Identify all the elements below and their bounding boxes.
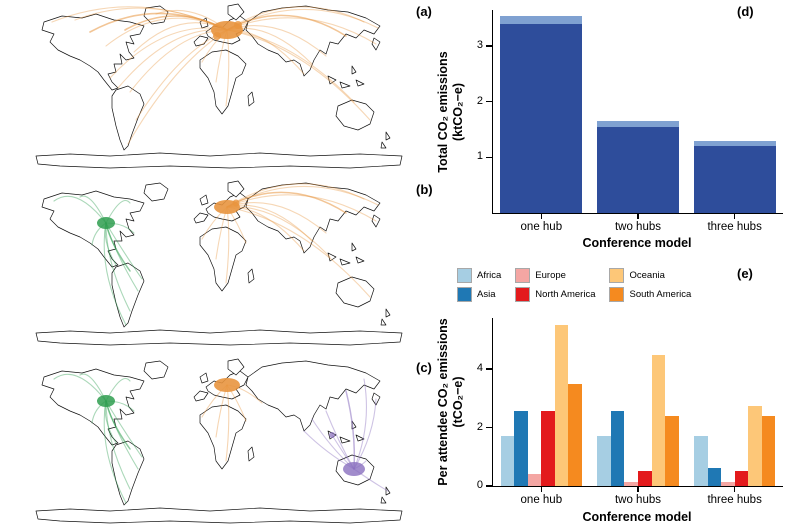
bar-secondary-two-hubs bbox=[596, 121, 680, 127]
hub-marker-americas bbox=[97, 217, 115, 229]
legend-item-africa: Africa bbox=[457, 268, 501, 283]
plot-area-per-attendee: 0 2 4 one hub two hubs three hubs bbox=[477, 318, 783, 506]
bar-south-america-two-hubs bbox=[665, 415, 679, 486]
x-tick-mark bbox=[733, 486, 736, 492]
legend-item-oceania: Oceania bbox=[609, 268, 691, 283]
y-axis-title-total-emissions: Total CO₂ emissions (ktCO₂−e) bbox=[436, 51, 465, 173]
hub-marker-europe bbox=[214, 378, 240, 392]
legend-item-south-america: South America bbox=[609, 287, 691, 302]
bar-north-america-two-hubs bbox=[638, 471, 652, 486]
hub-marker-asia-oceania bbox=[329, 432, 365, 476]
bar-secondary-one-hub bbox=[500, 15, 583, 24]
legend-item-asia: Asia bbox=[457, 287, 501, 302]
legend-label-europe: Europe bbox=[535, 270, 566, 281]
bar-south-america-one-hub bbox=[568, 383, 582, 486]
panel-label-c: (c) bbox=[416, 360, 432, 375]
hub-marker-europe bbox=[214, 199, 240, 214]
bar-europe-one-hub bbox=[527, 474, 542, 486]
panel-label-a: (a) bbox=[416, 4, 432, 19]
y-tick-mark bbox=[486, 368, 493, 370]
hub-marker-americas bbox=[97, 395, 115, 407]
x-axis-title-conference-model: Conference model bbox=[582, 236, 692, 250]
bar-asia-two-hubs bbox=[610, 411, 625, 486]
x-axis-title-conference-model: Conference model bbox=[582, 510, 692, 524]
y-tick-label: 4 bbox=[476, 362, 483, 375]
y-tick-mark bbox=[486, 426, 493, 429]
x-category-label: two hubs bbox=[614, 494, 661, 506]
legend-swatch-europe bbox=[515, 268, 531, 283]
plot-area-total-emissions: 1 2 3 one hub two hubs three hubs bbox=[477, 10, 783, 233]
map-svg-two-hubs bbox=[35, 180, 403, 346]
bar-asia-three-hubs bbox=[707, 468, 722, 486]
bar-main-one-hub bbox=[500, 23, 583, 213]
bar-main-three-hubs bbox=[693, 146, 776, 213]
legend-swatch-asia bbox=[457, 287, 472, 302]
bar-oceania-one-hub bbox=[554, 325, 569, 486]
x-category-label: three hubs bbox=[707, 494, 762, 506]
bar-secondary-three-hubs bbox=[693, 140, 776, 147]
chart-total-emissions: Total CO₂ emissions (ktCO₂−e) 1 2 3 one hub… bbox=[436, 0, 800, 260]
x-tick-mark bbox=[637, 486, 639, 492]
x-tick-mark bbox=[540, 213, 543, 219]
panel-label-d: (d) bbox=[737, 4, 754, 19]
legend-swatch-south-america bbox=[609, 287, 625, 302]
bar-africa-one-hub bbox=[500, 436, 515, 486]
x-category-label: one hub bbox=[520, 494, 563, 506]
y-tick-mark bbox=[486, 101, 493, 103]
bar-africa-three-hubs bbox=[694, 436, 708, 486]
chart-per-attendee-emissions: Africa Asia Europe North America Oceania Sout… bbox=[436, 264, 800, 530]
world-map-two-hubs bbox=[26, 179, 414, 351]
legend-label-south-america: South America bbox=[629, 289, 692, 300]
x-category-label: one hub bbox=[520, 221, 563, 233]
continent-legend: Africa Asia Europe North America Oceania Sout… bbox=[457, 268, 691, 302]
world-map-one-hub bbox=[26, 2, 414, 174]
bar-europe-three-hubs bbox=[721, 481, 735, 486]
x-category-label: three hubs bbox=[707, 221, 762, 233]
y-tick-label: 1 bbox=[476, 150, 483, 163]
panel-label-b: (b) bbox=[416, 182, 433, 197]
bar-oceania-three-hubs bbox=[748, 405, 762, 486]
flight-routes-americas-hub bbox=[53, 195, 143, 326]
bar-north-america-three-hubs bbox=[734, 471, 749, 486]
map-svg-three-hubs bbox=[35, 358, 403, 524]
bar-asia-one-hub bbox=[514, 411, 528, 486]
bar-main-two-hubs bbox=[596, 126, 680, 213]
x-category-label: two hubs bbox=[614, 221, 661, 233]
legend-swatch-oceania bbox=[609, 268, 625, 283]
legend-label-oceania: Oceania bbox=[629, 270, 665, 281]
x-tick-mark bbox=[540, 486, 543, 492]
bar-north-america-one-hub bbox=[541, 411, 555, 486]
bar-europe-two-hubs bbox=[624, 481, 638, 486]
legend-swatch-north-america bbox=[515, 287, 531, 302]
y-tick-mark bbox=[486, 485, 493, 487]
hub-marker-europe bbox=[211, 21, 243, 40]
y-tick-mark bbox=[486, 156, 493, 159]
bar-oceania-two-hubs bbox=[651, 354, 666, 486]
y-tick-label: 2 bbox=[476, 420, 483, 433]
world-map-three-hubs bbox=[26, 357, 414, 529]
legend-label-africa: Africa bbox=[477, 270, 502, 281]
y-tick-mark bbox=[486, 45, 493, 47]
bar-africa-two-hubs bbox=[597, 436, 611, 486]
x-tick-mark bbox=[733, 213, 736, 219]
legend-item-europe: Europe bbox=[515, 268, 595, 283]
legend-swatch-africa bbox=[457, 268, 472, 283]
legend-item-north-america: North America bbox=[515, 287, 595, 302]
y-tick-label: 0 bbox=[476, 479, 483, 491]
map-svg-one-hub bbox=[35, 3, 403, 169]
bar-south-america-three-hubs bbox=[761, 415, 776, 486]
y-tick-label: 3 bbox=[476, 39, 483, 52]
panel-label-e: (e) bbox=[737, 266, 753, 281]
y-tick-label: 2 bbox=[476, 94, 483, 107]
legend-label-north-america: North America bbox=[535, 289, 596, 300]
legend-label-asia: Asia bbox=[477, 289, 496, 300]
x-tick-mark bbox=[637, 213, 639, 219]
